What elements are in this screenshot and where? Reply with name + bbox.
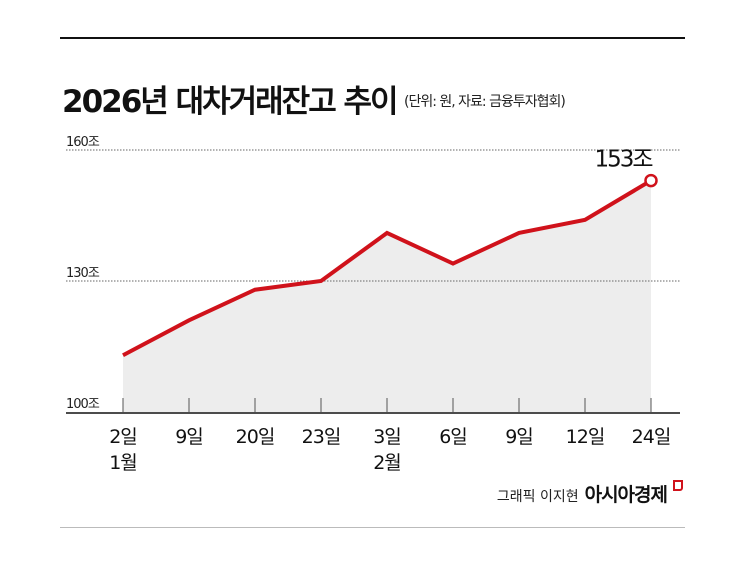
- x-tick-label: 20일: [236, 426, 275, 448]
- x-tick-label: 3일: [373, 426, 401, 448]
- x-tick-label: 2월: [373, 452, 401, 474]
- credit: 그래픽 이지현 아시아경제: [497, 480, 683, 507]
- x-tick-label: 12일: [566, 426, 605, 448]
- value-annotation: 153조: [594, 147, 652, 173]
- brand-mark-icon: [673, 480, 683, 491]
- top-rule: [60, 37, 685, 39]
- x-tick-label: 2일: [109, 426, 137, 448]
- chart-title: 2026년 대차거래잔고 추이: [62, 84, 399, 120]
- y-tick-label: 130조: [66, 266, 100, 281]
- brand-logo: 아시아경제: [584, 484, 668, 506]
- area-fill: [123, 180, 651, 412]
- x-tick-label: 9일: [175, 426, 203, 448]
- x-tick-label: 1월: [109, 452, 137, 474]
- y-tick-label: 160조: [66, 135, 100, 150]
- series-line: [122, 178, 653, 358]
- x-tick-label: 23일: [302, 426, 341, 448]
- chart-subtitle: (단위: 원, 자료: 금융투자협회): [404, 94, 566, 110]
- bottom-rule: [60, 527, 685, 528]
- x-tick-label: 9일: [505, 426, 533, 448]
- y-tick-label: 100조: [66, 397, 100, 412]
- x-tick-label: 24일: [632, 426, 671, 448]
- x-tick-label: 6일: [439, 426, 467, 448]
- graphic-credit: 그래픽 이지현: [496, 489, 579, 505]
- data-point-last: [644, 173, 658, 188]
